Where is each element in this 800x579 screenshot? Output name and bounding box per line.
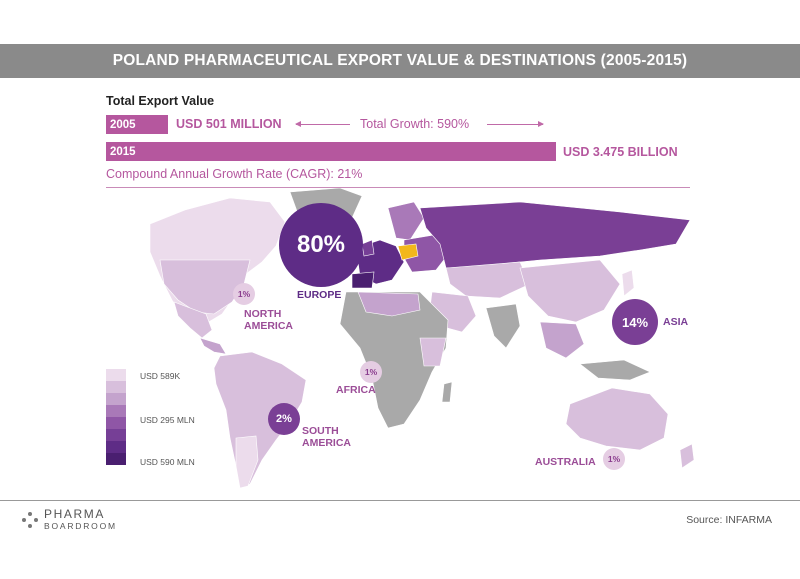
legend-swatch (106, 405, 126, 417)
map-scandinavia (387, 201, 425, 241)
total-growth: Total Growth: 590% (360, 117, 470, 131)
bar-2015-year: 2015 (110, 145, 136, 158)
map-mexico (173, 301, 213, 339)
map-usa (159, 259, 251, 315)
map-africa (339, 291, 449, 429)
legend-swatch (106, 369, 126, 381)
legend-swatch (106, 417, 126, 429)
map-australia (565, 387, 669, 451)
map-india (485, 303, 521, 349)
map-central-asia (445, 261, 531, 299)
pharmaboardroom-logo: PHARMA BOARDROOM (22, 508, 117, 531)
arrow-right-icon (487, 121, 544, 127)
legend-swatch (106, 453, 126, 465)
region-label-asia: ASIA (663, 316, 689, 328)
cagr-text: Compound Annual Growth Rate (CAGR): 21% (106, 167, 363, 181)
map-southeast-asia (539, 321, 585, 359)
asia-share-bubble: 14% (612, 299, 658, 345)
divider (106, 187, 690, 188)
region-label-north-america-line2: AMERICA (244, 320, 293, 332)
arrow-left-icon (295, 121, 350, 127)
legend-swatch (106, 381, 126, 393)
total-export-label: Total Export Value (106, 94, 215, 108)
legend-swatch (106, 441, 126, 453)
legend-swatch (106, 429, 126, 441)
region-label-australia: AUSTRALIA (535, 456, 596, 468)
map-madagascar (441, 381, 453, 403)
logo-text-pharma: PHARMA (44, 507, 105, 521)
map-new-zealand (679, 443, 695, 469)
region-label-south-america-line2: AMERICA (302, 437, 351, 449)
north-america-share-bubble: 1% (233, 283, 255, 305)
map-china (519, 259, 621, 323)
map-east-africa (419, 337, 447, 367)
legend-swatches (106, 369, 126, 465)
logo-dots-icon (22, 511, 38, 528)
map-indonesia (579, 359, 651, 381)
map-uk (361, 239, 375, 257)
region-label-north-america: NORTH AMERICA (244, 308, 293, 332)
map-russia (419, 201, 691, 269)
legend-max: USD 590 MLN (140, 457, 195, 467)
region-label-south-america: SOUTH AMERICA (302, 425, 351, 449)
color-scale-legend: USD 589K USD 295 MLN USD 590 MLN (106, 369, 195, 467)
map-south-america-south (235, 435, 259, 489)
bar-2005: 2005 (106, 115, 168, 134)
world-map (149, 188, 695, 489)
value-2015: USD 3.475 BILLION (563, 145, 678, 159)
legend-swatch (106, 393, 126, 405)
map-japan (621, 269, 635, 297)
footer-divider (0, 500, 800, 501)
australia-share-bubble: 1% (603, 448, 625, 470)
region-label-europe: EUROPE (297, 289, 342, 301)
map-north-africa (357, 291, 421, 317)
legend-mid: USD 295 MLN (140, 415, 195, 425)
legend-min: USD 589K (140, 371, 181, 381)
map-poland (397, 243, 419, 261)
bar-2015: 2015 (106, 142, 556, 161)
map-iberia (351, 271, 375, 289)
bar-2005-year: 2005 (110, 118, 136, 131)
africa-share-bubble: 1% (360, 361, 382, 383)
region-label-south-america-line1: SOUTH (302, 425, 339, 437)
region-label-africa: AFRICA (336, 384, 376, 396)
logo-text-boardroom: BOARDROOM (44, 521, 117, 531)
source-credit: Source: INFARMA (686, 514, 772, 526)
south-america-share-bubble: 2% (268, 403, 300, 435)
region-label-north-america-line1: NORTH (244, 308, 282, 320)
europe-share-bubble: 80% (279, 203, 363, 287)
map-central-america (199, 337, 227, 355)
page-title: POLAND PHARMACEUTICAL EXPORT VALUE & DES… (0, 44, 800, 78)
value-2005: USD 501 MILLION (176, 117, 282, 131)
